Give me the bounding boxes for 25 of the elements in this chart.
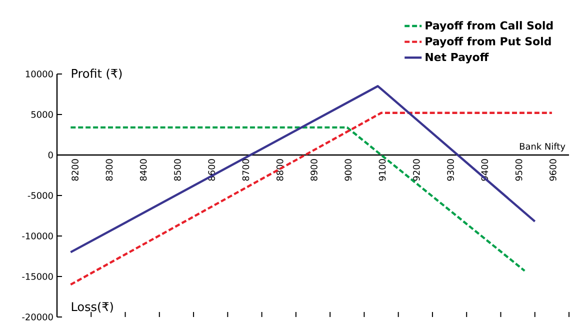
x-tick-label: 8900 (310, 159, 318, 181)
y-tick-label: -20000 (22, 314, 53, 320)
x-tick-label: 8300 (106, 159, 113, 181)
x-tick-label: 9500 (515, 159, 522, 181)
x-tick-label: 8200 (72, 159, 78, 181)
x-tick-label: 9000 (344, 159, 352, 181)
x-tick-label: 8400 (140, 159, 147, 181)
x-axis-title: Bank Nifty (520, 142, 566, 152)
legend-label: Payoff from Call Sold (426, 21, 553, 32)
x-tick-label: 8700 (242, 159, 250, 181)
y-axis-title: Profit (₹) (72, 68, 122, 80)
y-tick-label: 5000 (31, 111, 53, 118)
x-tick-label: 9100 (378, 159, 386, 181)
y-tick-label: -10000 (22, 232, 53, 240)
x-tick-label: 9200 (413, 159, 420, 181)
y-tick-label: -15000 (22, 273, 53, 280)
legend-label: Net Payoff (426, 52, 489, 64)
y-tick-label: -5000 (28, 192, 53, 199)
y-tick-label: 10000 (26, 70, 53, 78)
x-tick-label: 9600 (550, 159, 556, 181)
legend-label: Payoff from Put Sold (426, 36, 551, 48)
x-tick-label: 9300 (447, 159, 454, 181)
x-tick-label: 8500 (174, 159, 181, 181)
annotation: Loss(₹) (72, 302, 113, 313)
y-tick-label: 0 (48, 152, 53, 158)
